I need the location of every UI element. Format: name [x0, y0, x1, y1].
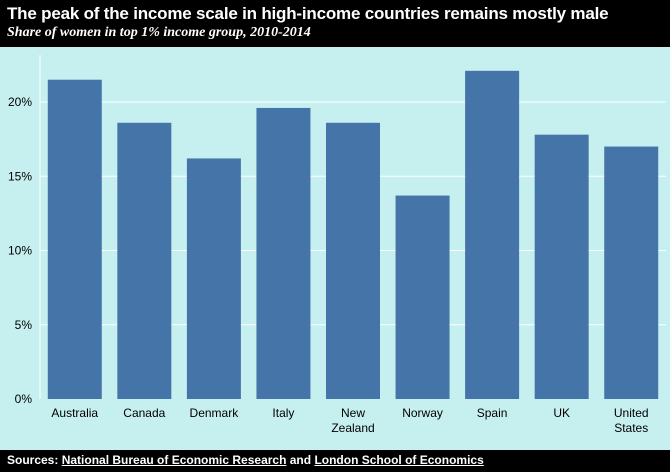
source-nber-link[interactable]: National Bureau of Economic Research — [61, 453, 287, 467]
bar-united-states — [604, 146, 659, 399]
plot-area: 0% 5% 10% 15% 20% Australia Canada Denmark Italy… — [0, 47, 670, 450]
sources-conjunction: and — [286, 453, 315, 467]
bar-chart: 0% 5% 10% 15% 20% Australia Canada Denmark Italy… — [8, 55, 666, 435]
source-lse-link[interactable]: London School of Economics — [314, 453, 484, 467]
chart-subtitle: Share of women in top 1% income group, 2… — [7, 25, 311, 40]
bar-canada — [117, 122, 172, 399]
x-tick-label: Canada — [123, 406, 165, 420]
chart-title: The peak of the income scale in high-inc… — [7, 4, 609, 23]
x-tick-label: Spain — [477, 406, 508, 420]
chart-header: The peak of the income scale in high-inc… — [0, 0, 670, 47]
sources-line: Sources: National Bureau of Economic Res… — [7, 453, 484, 467]
y-tick-label: 0% — [15, 392, 33, 406]
x-tick-label: Norway — [402, 406, 443, 420]
y-tick-label: 20% — [8, 95, 32, 109]
x-tick-label: Italy — [272, 406, 294, 420]
bar-spain — [465, 70, 520, 399]
sources-prefix: Sources: — [7, 453, 62, 467]
bar-australia — [47, 79, 102, 399]
chart-footer: Sources: National Bureau of Economic Res… — [0, 450, 670, 472]
bar-norway — [395, 195, 450, 399]
bar-new-zealand — [326, 122, 380, 399]
bar-denmark — [186, 158, 241, 399]
x-tick-label: Denmark — [190, 406, 240, 420]
bar-uk — [534, 134, 589, 400]
x-tick-label: New Zealand — [331, 406, 374, 435]
x-tick-label: UK — [553, 406, 570, 420]
y-tick-label: 10% — [8, 244, 32, 258]
y-tick-label: 15% — [8, 169, 32, 183]
bar-italy — [256, 107, 311, 399]
y-tick-label: 5% — [15, 318, 33, 332]
x-tick-label: Australia — [51, 406, 98, 420]
x-tick-label: United States — [614, 406, 649, 435]
